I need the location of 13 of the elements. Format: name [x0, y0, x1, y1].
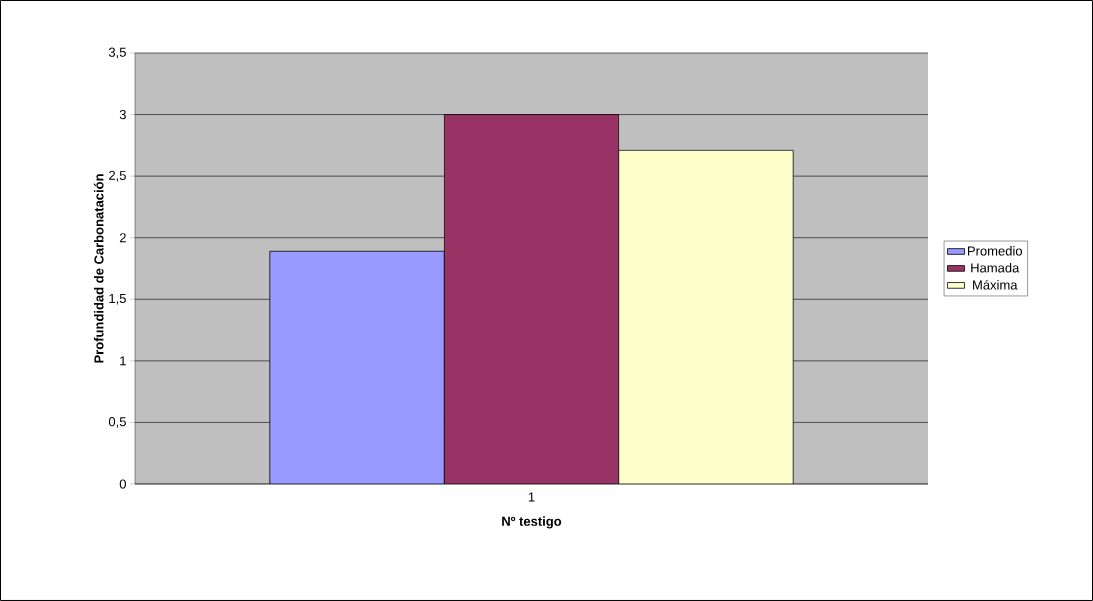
y-tick-label: 1 [120, 356, 126, 366]
legend-label: Hamada [971, 262, 1020, 273]
y-tick-label: 1,5 [109, 293, 126, 305]
y-tick-label: 2,5 [109, 170, 126, 182]
x-axis-title: Nº testigo [502, 516, 562, 529]
y-tick-label: 0,5 [108, 417, 126, 428]
legend-label: Máxima [973, 279, 1018, 290]
y-axis-title: Profundidad de Carbonatación [93, 174, 104, 363]
y-tick-label: 0 [119, 479, 126, 489]
y-tick-label: 2 [119, 233, 126, 243]
legend-label: Promedio [968, 246, 1023, 256]
y-tick-label: 3,5 [108, 47, 126, 59]
y-tick-label: 3 [119, 109, 126, 120]
